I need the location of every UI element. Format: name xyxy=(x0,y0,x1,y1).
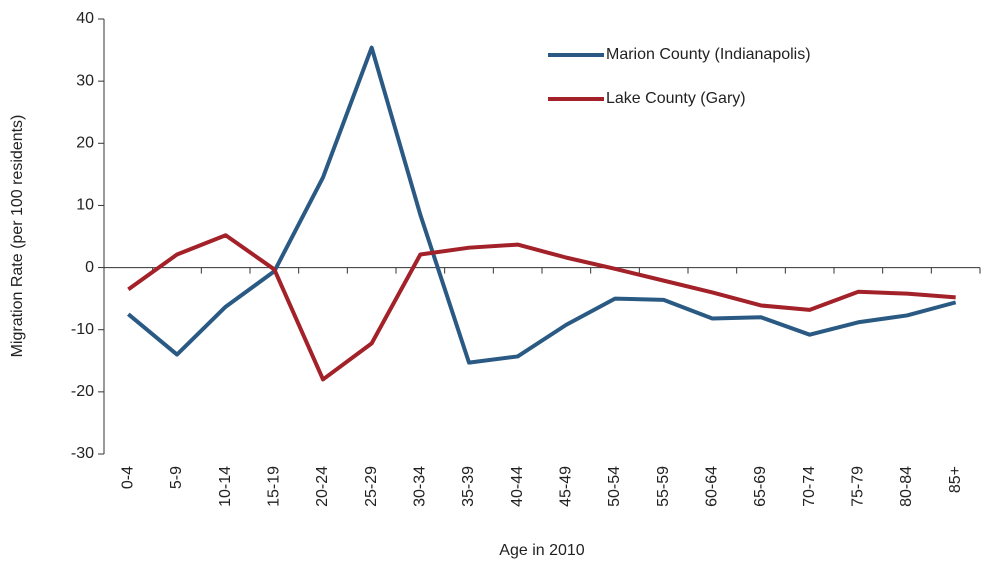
y-tick-label: -20 xyxy=(71,383,94,400)
x-tick-label: 20-24 xyxy=(314,466,331,507)
line-series xyxy=(127,233,956,382)
y-tick-label: 0 xyxy=(85,259,94,276)
x-tick-label: 65-69 xyxy=(752,466,769,507)
x-tick-label: 45-49 xyxy=(558,466,575,507)
y-tick-label: 40 xyxy=(76,10,94,27)
x-tick-label: 85+ xyxy=(947,466,964,493)
x-tick-label: 25-29 xyxy=(363,466,380,507)
x-tick-label: 35-39 xyxy=(460,466,477,507)
x-tick-label: 15-19 xyxy=(266,466,283,507)
legend-label: Marion County (Indianapolis) xyxy=(606,46,811,63)
line-series xyxy=(127,45,957,365)
y-tick-label: 10 xyxy=(76,197,94,214)
x-tick-label: 5-9 xyxy=(168,466,185,489)
y-axis-label: Migration Rate (per 100 residents) xyxy=(9,115,26,358)
x-tick-label: 40-44 xyxy=(509,466,526,507)
y-tick-label: -10 xyxy=(71,321,94,338)
x-tick-label: 55-59 xyxy=(655,466,672,507)
legend-label: Lake County (Gary) xyxy=(606,90,746,107)
x-tick-label: 70-74 xyxy=(801,466,818,507)
x-axis-label: Age in 2010 xyxy=(499,542,585,559)
y-tick-label: -30 xyxy=(71,445,94,462)
x-tick-label: 80-84 xyxy=(898,466,915,507)
x-tick-label: 75-79 xyxy=(850,466,867,507)
x-tick-label: 50-54 xyxy=(606,466,623,507)
x-tick-label: 60-64 xyxy=(704,466,721,507)
x-tick-label: 0-4 xyxy=(120,466,137,489)
y-tick-label: 20 xyxy=(76,135,94,152)
x-tick-label: 10-14 xyxy=(217,466,234,507)
x-tick-label: 30-34 xyxy=(412,466,429,507)
y-tick-label: 30 xyxy=(76,72,94,89)
